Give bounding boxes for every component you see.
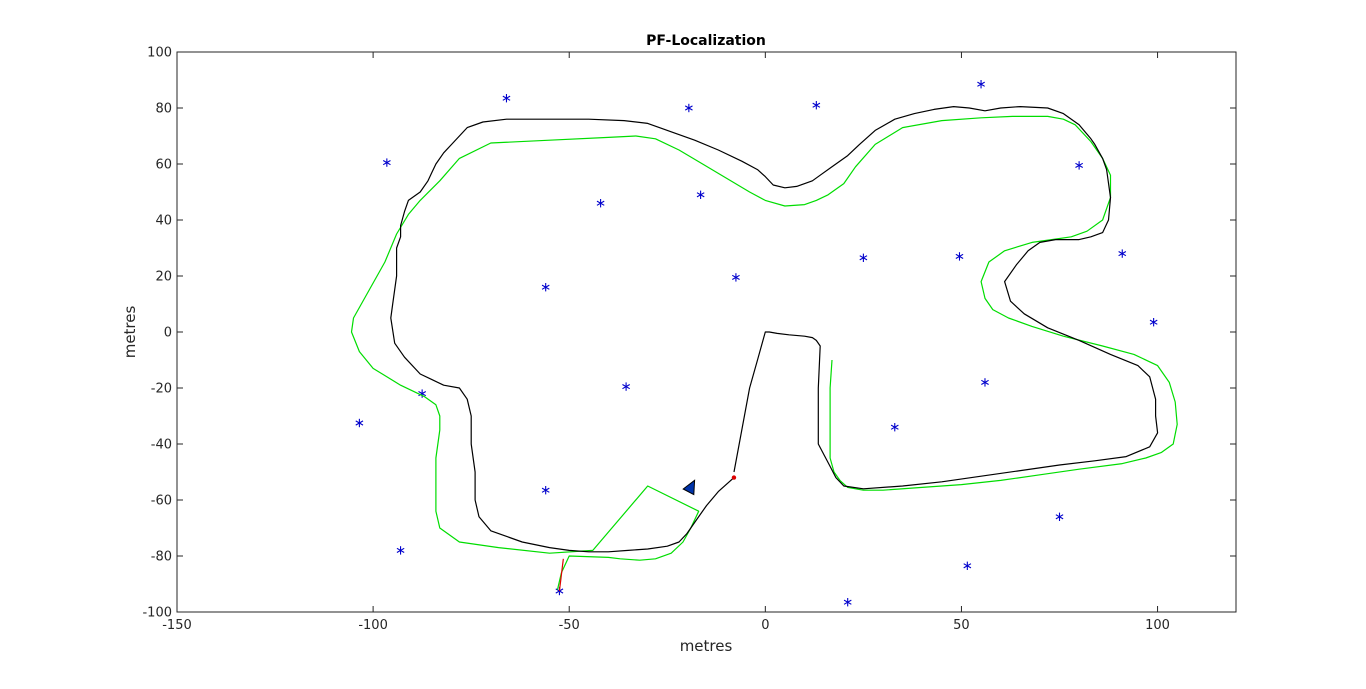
observation-line — [558, 558, 564, 592]
landmark-marker — [696, 190, 705, 199]
landmark-marker — [541, 486, 550, 495]
x-axis: -150 -100 -50 0 50 100 — [162, 52, 1170, 633]
x-tick-label: -150 — [162, 618, 192, 633]
y-axis-label: metres — [121, 306, 139, 359]
landmark-marker — [382, 158, 391, 167]
landmark-marker — [1055, 512, 1064, 521]
landmark-marker — [596, 199, 605, 208]
x-tick-label: 100 — [1145, 618, 1170, 633]
y-tick-label: 0 — [164, 326, 172, 341]
y-axis: -100 -80 -60 -40 -20 0 20 40 60 80 100 — [142, 46, 1236, 621]
y-tick-label: 60 — [155, 158, 172, 173]
estimated-path-line — [390, 106, 1159, 553]
x-axis-label: metres — [680, 637, 733, 655]
y-tick-label: 20 — [155, 270, 172, 285]
chart-title: PF-Localization — [646, 33, 766, 49]
landmark-marker — [859, 253, 868, 262]
landmark-marker — [622, 382, 631, 391]
y-tick-label: 80 — [155, 102, 172, 117]
landmark-marker — [418, 389, 427, 398]
landmark-marker — [355, 418, 364, 428]
landmark-marker — [843, 598, 852, 607]
true-path-line — [350, 115, 1178, 590]
landmark-marker — [955, 252, 964, 261]
y-tick-label: -60 — [151, 494, 172, 509]
landmarks-layer — [355, 80, 1158, 607]
landmark-marker — [981, 378, 989, 387]
landmark-marker — [977, 80, 985, 89]
landmark-marker — [1075, 161, 1084, 170]
landmark-marker — [541, 283, 550, 292]
landmark-marker — [963, 561, 972, 570]
landmark-marker — [890, 423, 899, 432]
y-tick-label: 100 — [147, 46, 172, 61]
landmark-marker — [812, 101, 821, 110]
vehicle-marker — [682, 479, 696, 496]
x-tick-label: -50 — [559, 618, 580, 633]
landmark-marker — [396, 546, 405, 555]
landmark-marker — [1149, 318, 1158, 327]
x-tick-label: 50 — [953, 618, 970, 633]
y-tick-label: -40 — [151, 438, 172, 453]
landmark-marker — [1118, 249, 1127, 258]
x-tick-label: 0 — [761, 618, 769, 633]
y-tick-label: -80 — [151, 550, 172, 565]
y-tick-label: 40 — [155, 214, 172, 229]
landmark-marker — [502, 94, 511, 103]
x-tick-label: -100 — [358, 618, 388, 633]
landmark-marker — [684, 103, 693, 113]
y-tick-label: -100 — [142, 606, 172, 621]
landmark-marker — [732, 273, 740, 282]
y-tick-label: -20 — [151, 382, 172, 397]
axes-background — [177, 52, 1236, 612]
estimate-marker — [731, 475, 737, 480]
